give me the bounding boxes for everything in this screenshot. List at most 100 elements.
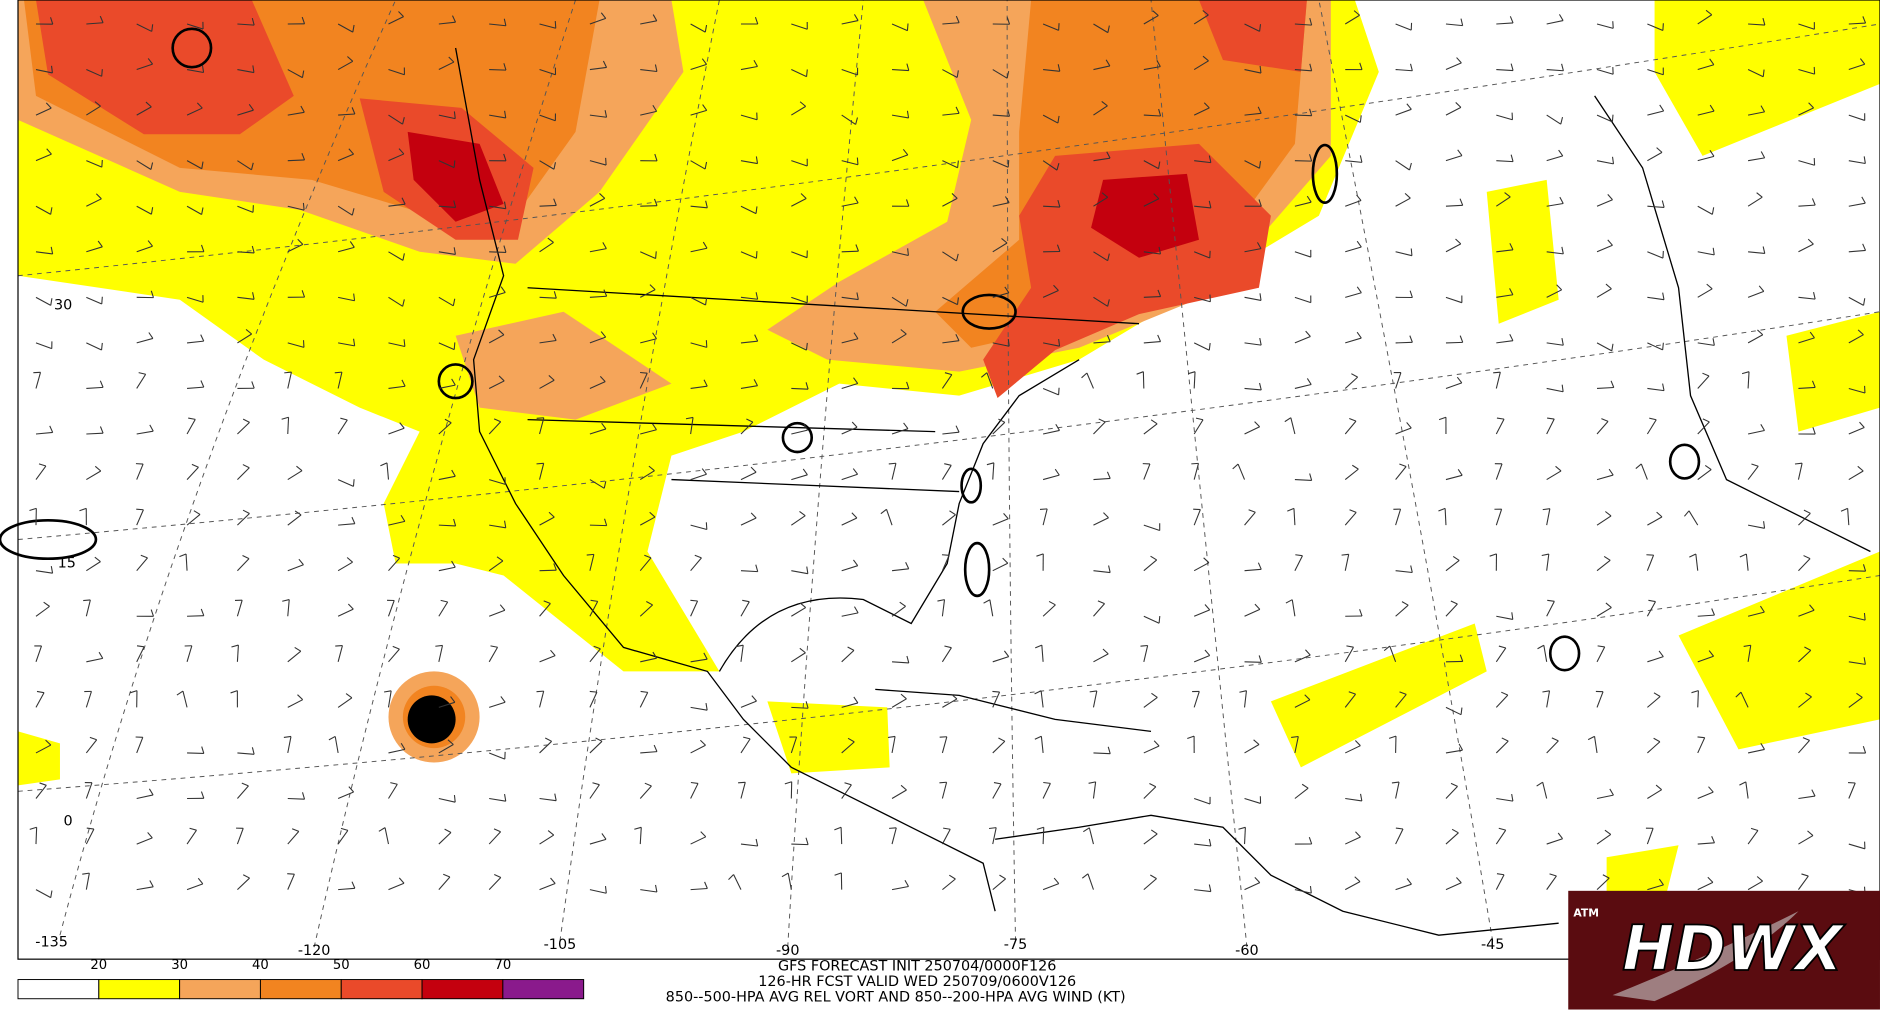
wind-barb	[1596, 474, 1614, 481]
wind-barb-flag	[251, 381, 255, 389]
wind-barb	[287, 736, 292, 754]
wind-barb-flag	[149, 424, 154, 432]
wind-barb	[841, 20, 859, 25]
wind-barb-flag	[799, 101, 807, 107]
wind-barb-flag	[1812, 427, 1816, 435]
wind-barb-flag	[1107, 746, 1111, 754]
wind-barb-flag	[1106, 471, 1111, 479]
wind-barb	[1237, 463, 1246, 480]
wind-barb	[1143, 524, 1160, 531]
wind-barb-flag	[694, 554, 702, 559]
wind-barb-flag	[906, 110, 910, 118]
wind-barb-flag	[690, 599, 698, 602]
wind-barb-flag	[1101, 100, 1108, 107]
graticule	[1318, 0, 1494, 942]
wind-barb	[539, 690, 545, 708]
wind-barb	[589, 336, 606, 344]
wind-barb	[489, 205, 506, 210]
wind-barb-flag	[251, 18, 255, 26]
wind-barb-flag	[1158, 616, 1161, 624]
wind-barb	[287, 470, 303, 481]
wind-barb-flag	[1053, 284, 1059, 291]
wind-barb	[1798, 337, 1815, 344]
wind-barb	[1495, 740, 1509, 754]
wind-barb-flag	[956, 70, 959, 78]
wind-barb	[35, 251, 53, 255]
wind-barb	[989, 599, 994, 617]
wind-barb	[1596, 244, 1613, 253]
wind-barb-flag	[1202, 10, 1209, 16]
wind-barb-flag	[699, 739, 706, 746]
wind-barb-flag	[498, 329, 505, 336]
wind-barb-flag	[50, 890, 53, 898]
wind-barb	[1244, 160, 1260, 169]
wind-barb	[1243, 827, 1246, 845]
wind-shade-60	[1091, 173, 1199, 258]
wind-barb	[236, 600, 243, 617]
wind-barb	[589, 838, 607, 845]
wind-barb	[1798, 650, 1812, 663]
wind-barb	[1546, 251, 1564, 255]
wind-barb	[690, 836, 706, 845]
wind-barb	[237, 785, 249, 799]
wind-barb	[35, 372, 42, 389]
wind-barb-flag	[147, 832, 153, 839]
wind-barb	[891, 333, 907, 344]
wind-barb-flag	[97, 240, 103, 248]
wind-barb	[539, 379, 555, 389]
wind-barb-flag	[494, 873, 502, 878]
wind-barb-flag	[1305, 649, 1311, 656]
wind-barb	[1697, 251, 1715, 256]
wind-barb-flag	[889, 827, 897, 829]
wind-barb	[690, 385, 708, 389]
wind-barb	[1345, 160, 1362, 163]
wind-barb	[186, 23, 204, 30]
wind-barb-flag	[784, 781, 792, 785]
wind-barb	[1043, 342, 1060, 347]
wind-barb	[1647, 205, 1665, 208]
wind-barb-flag	[1309, 473, 1313, 481]
wind-barb-flag	[853, 377, 859, 384]
wind-barb-flag	[1610, 380, 1615, 388]
wind-barb-flag	[601, 422, 607, 430]
wind-barb-flag	[1106, 334, 1111, 342]
wind-barb	[388, 385, 406, 389]
colorbar-tick-label: 70	[494, 958, 511, 973]
wind-barb-flag	[242, 874, 250, 879]
wind-barb	[1798, 204, 1816, 207]
wind-barb	[287, 417, 290, 435]
wind-barb-flag	[856, 157, 859, 165]
wind-barb	[589, 66, 607, 71]
wind-barb	[1244, 296, 1262, 301]
wind-barb-flag	[1611, 343, 1614, 351]
wind-barb	[35, 605, 50, 617]
wind-barb	[539, 114, 556, 122]
wind-barb	[1194, 160, 1211, 164]
wind-barb-flag	[347, 56, 354, 62]
wind-barb-flag	[349, 241, 355, 248]
wind-barb-flag	[906, 199, 910, 207]
lon-label: -105	[544, 937, 577, 953]
wind-barb	[1042, 474, 1060, 481]
lon-label: -90	[776, 943, 799, 959]
wind-barb-flag	[151, 24, 154, 32]
wind-barb-flag	[1035, 644, 1043, 649]
wind-barb-flag	[86, 827, 94, 830]
wind-barb-flag	[603, 481, 607, 489]
wind-barb	[1495, 372, 1501, 389]
wind-barb-flag	[547, 830, 555, 836]
lat-label: 30	[54, 298, 72, 314]
wind-barb-flag	[1258, 199, 1262, 207]
wind-barb	[337, 205, 353, 216]
wind-barb	[1543, 645, 1548, 662]
wind-barb	[85, 782, 93, 799]
wind-barb	[992, 878, 1006, 891]
wind-barb	[841, 649, 855, 663]
wind-barb-flag	[1635, 463, 1642, 469]
wind-barb	[337, 419, 348, 435]
wind-barb	[992, 691, 1001, 708]
wind-barb	[1042, 289, 1059, 298]
wind-barb-flag	[200, 608, 205, 616]
wind-barb-flag	[1510, 63, 1514, 71]
wind-barb-flag	[503, 63, 507, 71]
